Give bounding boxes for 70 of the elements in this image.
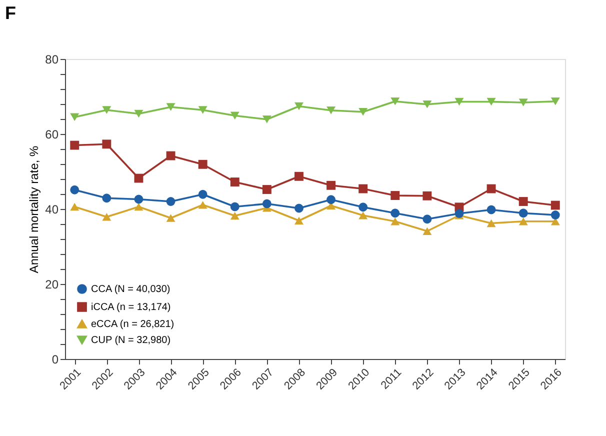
- point: [198, 201, 208, 209]
- point: [134, 194, 144, 204]
- point: [518, 197, 528, 206]
- point: [102, 213, 112, 221]
- legend-label: CCA (N = 40,030): [91, 284, 170, 295]
- point: [134, 110, 144, 118]
- y-tick-label: 60: [45, 128, 59, 142]
- point: [486, 98, 496, 106]
- point: [230, 178, 240, 186]
- point: [166, 214, 176, 222]
- point: [358, 184, 368, 194]
- point: [262, 199, 272, 208]
- point: [294, 102, 304, 110]
- point: [550, 210, 560, 220]
- point: [518, 218, 528, 226]
- point: [454, 98, 464, 106]
- point: [486, 184, 496, 194]
- point: [198, 160, 208, 169]
- point: [358, 108, 368, 116]
- point: [262, 116, 272, 124]
- point: [550, 98, 560, 106]
- y-tick-label: 20: [45, 278, 59, 292]
- point: [326, 180, 336, 190]
- point: [102, 194, 112, 203]
- legend-label: iCCA (n = 13,174): [91, 302, 171, 313]
- legend-label: eCCA (n = 26,821): [91, 319, 174, 330]
- point: [518, 208, 528, 218]
- point: [326, 195, 336, 204]
- point: [230, 112, 240, 120]
- point: [294, 216, 304, 224]
- legend-label: CUP (N = 32,980): [91, 335, 171, 346]
- point: [294, 204, 304, 213]
- point: [422, 100, 432, 108]
- point: [390, 208, 400, 218]
- point: [326, 106, 336, 114]
- point: [422, 214, 432, 224]
- point: [422, 227, 432, 235]
- y-axis-title: Annual mortality rate, %: [27, 145, 42, 274]
- y-tick-label: 80: [45, 52, 59, 66]
- point: [230, 202, 240, 212]
- point: [198, 190, 208, 199]
- point: [166, 197, 176, 206]
- point: [134, 202, 144, 211]
- point: [358, 202, 368, 212]
- point: [294, 172, 304, 181]
- point: [390, 218, 400, 226]
- point: [390, 98, 400, 106]
- point: [70, 113, 80, 121]
- point: [550, 200, 560, 210]
- point: [486, 205, 496, 214]
- point: [70, 185, 80, 194]
- point: [230, 212, 240, 220]
- point: [166, 103, 176, 111]
- point: [70, 202, 80, 211]
- point: [166, 151, 176, 160]
- point: [454, 209, 464, 218]
- point: [262, 185, 272, 194]
- chart-title: F: [5, 3, 16, 23]
- point: [70, 140, 80, 150]
- y-tick-label: 40: [45, 202, 59, 216]
- y-tick-label: 0: [52, 352, 59, 366]
- point: [198, 106, 208, 114]
- point: [134, 174, 144, 183]
- point: [518, 98, 528, 106]
- point: [102, 140, 112, 149]
- point: [486, 219, 496, 228]
- point: [422, 191, 432, 200]
- point: [358, 212, 368, 220]
- point: [102, 106, 112, 114]
- point: [390, 191, 400, 200]
